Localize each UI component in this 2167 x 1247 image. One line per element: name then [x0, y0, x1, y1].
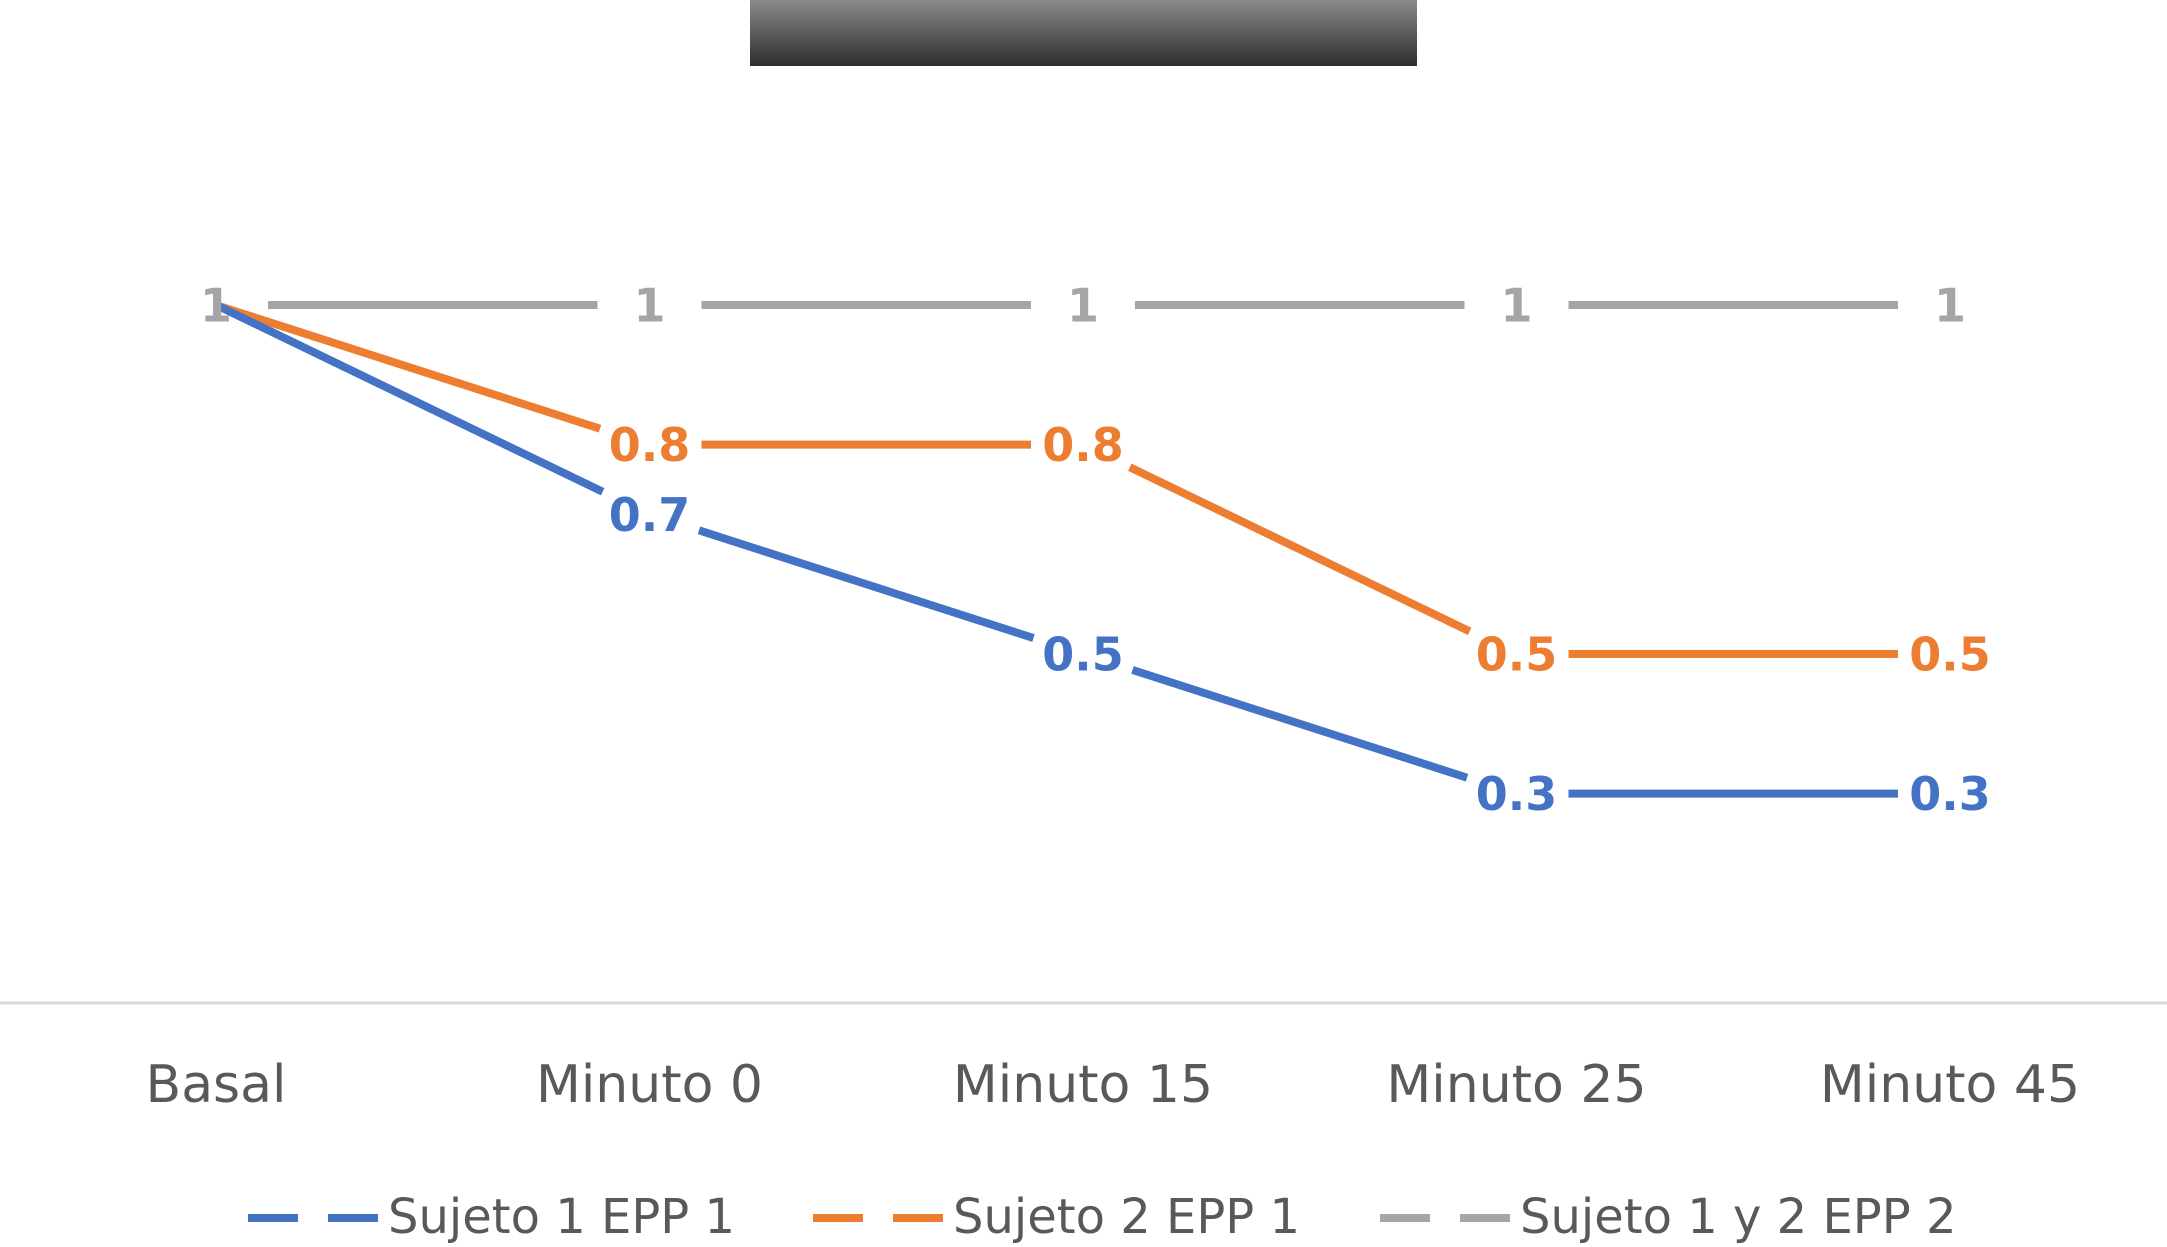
x-tick-label-3: Minuto 15: [953, 1055, 1213, 1115]
series-1-segment-2: [697, 526, 1035, 642]
series-1-segment-1: [214, 301, 605, 496]
legend-label-2: Sujeto 2 EPP 1: [953, 1189, 1300, 1245]
x-axis-tick-labels: Basal Minuto 0 Minuto 15 Minuto 25 Minuto 45: [146, 1055, 2081, 1115]
data-label-series-2-point-2: 0.8: [609, 418, 691, 472]
data-label-series-1-point-5: 0.3: [1909, 767, 1991, 821]
data-label-series-3-point-3: 1: [1067, 279, 1099, 333]
title-placeholder-bar: [750, 0, 1417, 66]
x-tick-label-2: Minuto 0: [536, 1055, 763, 1115]
data-label-series-2-point-5: 0.5: [1909, 628, 1991, 682]
x-tick-label-1: Basal: [146, 1055, 287, 1115]
data-label-series-3-point-2: 1: [633, 279, 665, 333]
x-tick-label-4: Minuto 25: [1386, 1055, 1646, 1115]
data-label-series-1-point-3: 0.5: [1042, 628, 1124, 682]
data-label-series-1-point-4: 0.3: [1476, 767, 1558, 821]
legend: Sujeto 1 EPP 1 Sujeto 2 EPP 1 Sujeto 1 y 2…: [248, 1189, 1956, 1245]
legend-label-3: Sujeto 1 y 2 EPP 2: [1520, 1189, 1956, 1245]
data-label-series-3-point-4: 1: [1500, 279, 1532, 333]
x-tick-label-5: Minuto 45: [1820, 1055, 2080, 1115]
legend-label-1: Sujeto 1 EPP 1: [388, 1189, 735, 1245]
plot-area: 0.7 0.5 0.3 0.3 0.8 0.8 0.5 0.5 1 1 1 1 1: [200, 279, 1991, 822]
series-1-segment-3: [1131, 666, 1469, 782]
data-label-series-2-point-3: 0.8: [1042, 418, 1124, 472]
data-label-series-3-point-5: 1: [1934, 279, 1966, 333]
data-label-series-3-point-1: 1: [200, 279, 232, 333]
series-2-segment-1: [214, 301, 602, 433]
data-label-series-1-point-2: 0.7: [609, 488, 691, 542]
data-label-series-2-point-4: 0.5: [1476, 628, 1558, 682]
series-2-segment-3: [1128, 463, 1472, 635]
